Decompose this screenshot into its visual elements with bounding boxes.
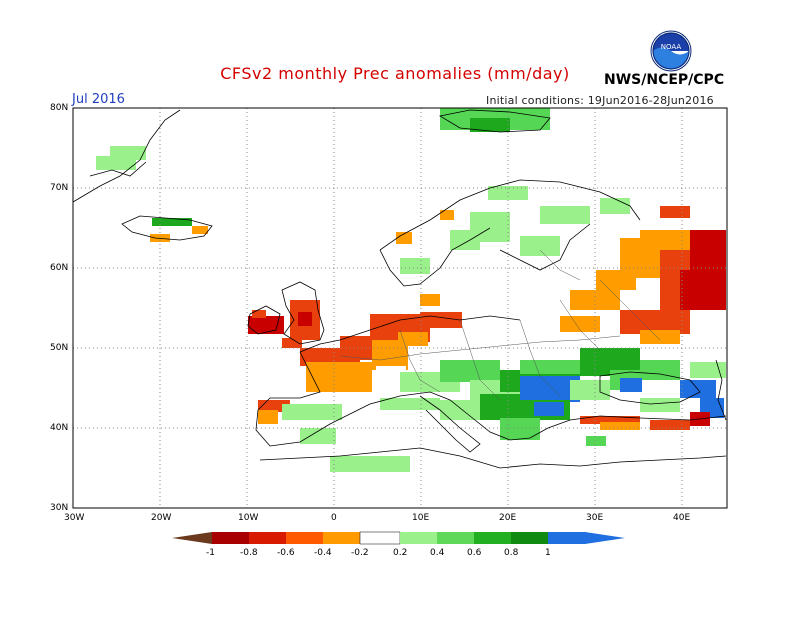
chart-title: CFSv2 monthly Prec anomalies (mm/day) [220, 64, 570, 83]
country-borders [339, 249, 661, 401]
month-label: Jul 2016 [72, 92, 125, 107]
lon-label: 40E [673, 513, 691, 523]
colorbar-label: 0.2 [393, 548, 408, 558]
colorbar-label: 0.6 [467, 548, 482, 558]
lon-label: 10W [238, 513, 259, 523]
lat-label: 70N [50, 183, 69, 193]
lat-label: 80N [50, 103, 69, 113]
colorbar-cell [437, 532, 474, 544]
colorbar-cell [400, 532, 437, 544]
map-frame [72, 107, 728, 509]
colorbar-right-arrow [585, 532, 625, 544]
colorbar-label: 0.4 [430, 548, 445, 558]
colorbar-label: -0.6 [277, 548, 295, 558]
colorbar-cell [511, 532, 548, 544]
lon-label: 0 [331, 513, 337, 523]
colorbar [172, 531, 625, 545]
initial-conditions-label: Initial conditions: 19Jun2016-28Jun2016 [486, 94, 714, 107]
agency-label: NWS/NCEP/CPC [604, 72, 725, 88]
colorbar-label: 1 [545, 548, 551, 558]
colorbar-label: -1 [206, 548, 215, 558]
colorbar-cell [474, 532, 511, 544]
lon-label: 10E [412, 513, 430, 523]
noaa-logo-icon: NOAA [650, 30, 692, 72]
lat-label: 40N [50, 423, 69, 433]
anomaly-cells [96, 108, 726, 472]
logo-text: NOAA [661, 43, 682, 51]
colorbar-left-arrow [172, 532, 212, 544]
colorbar-cell [249, 532, 286, 544]
lon-label: 30E [586, 513, 604, 523]
lat-label: 30N [50, 503, 69, 513]
colorbar-cell [548, 532, 585, 544]
colorbar-cell [212, 532, 249, 544]
lat-label: 60N [50, 263, 69, 273]
colorbar-cell [359, 531, 401, 545]
colorbar-label: 0.8 [504, 548, 519, 558]
colorbar-cell [323, 532, 360, 544]
lon-label: 30W [64, 513, 85, 523]
lat-label: 50N [50, 343, 69, 353]
colorbar-label: -0.8 [240, 548, 258, 558]
lon-label: 20W [151, 513, 172, 523]
lon-label: 20E [499, 513, 517, 523]
coastlines [72, 109, 727, 469]
colorbar-label: -0.2 [351, 548, 369, 558]
colorbar-label: -0.4 [314, 548, 332, 558]
colorbar-cell [286, 532, 323, 544]
gridlines [73, 108, 727, 508]
